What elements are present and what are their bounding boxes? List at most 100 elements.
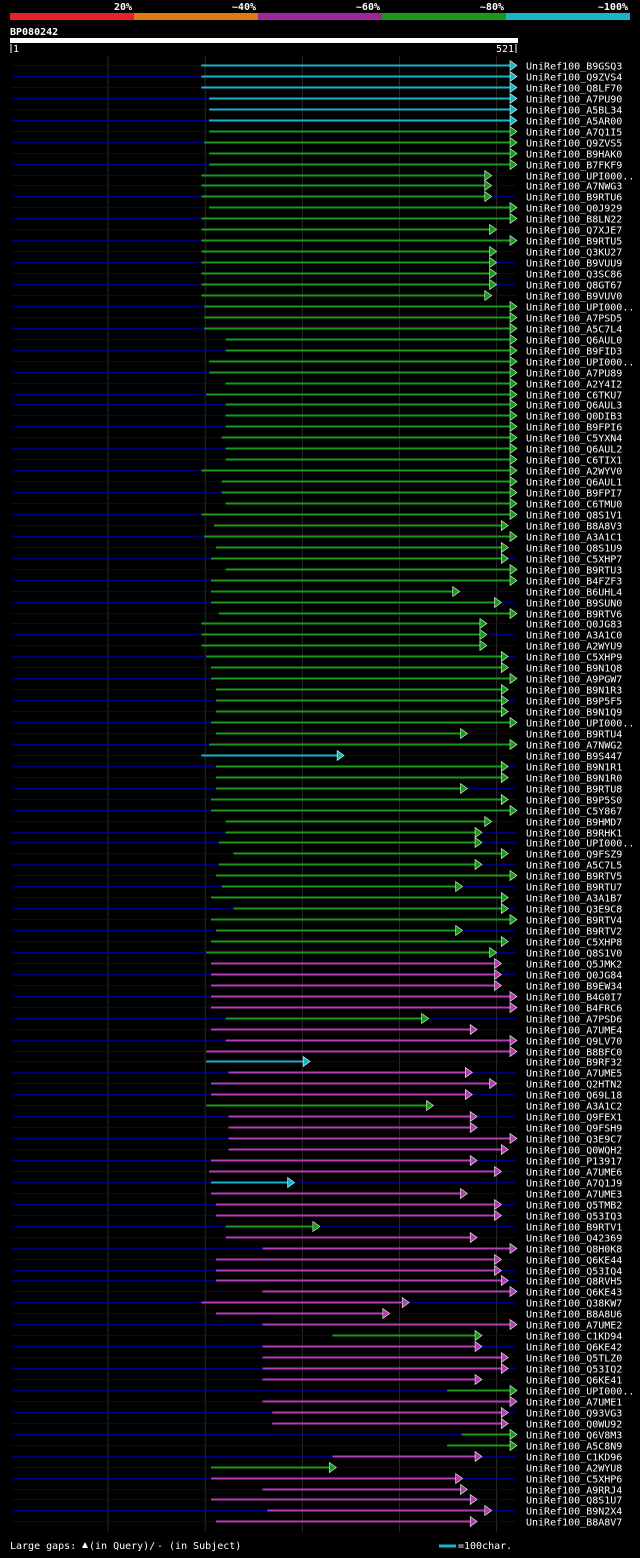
hit-row[interactable]: UniRef100_B9P5F5	[11, 694, 622, 708]
hit-name[interactable]: UniRef100_A7UME3	[526, 1190, 622, 1201]
hit-row[interactable]: UniRef100_B9N1Q8	[11, 661, 622, 675]
hit-name[interactable]: UniRef100_Q8S1U9	[526, 544, 622, 555]
hit-row[interactable]: UniRef100_A7PSD6	[11, 1012, 622, 1026]
hit-row[interactable]: UniRef100_Q3SC86	[11, 267, 622, 281]
hit-row[interactable]: UniRef100_C5XHP8	[11, 935, 622, 949]
hit-row[interactable]: UniRef100_UPI000..	[11, 716, 634, 730]
hit-row[interactable]: UniRef100_Q8LF70	[11, 81, 622, 95]
hit-name[interactable]: UniRef100_Q8H0K8	[526, 1245, 622, 1256]
hit-name[interactable]: UniRef100_UPI000..	[526, 172, 634, 183]
hit-name[interactable]: UniRef100_A2WYV0	[526, 467, 622, 478]
hit-row[interactable]: UniRef100_A5BL34	[11, 103, 622, 117]
hit-name[interactable]: UniRef100_Q9ZVS5	[526, 139, 622, 150]
hit-row[interactable]: UniRef100_C5XHP9	[11, 650, 622, 664]
hit-row[interactable]: UniRef100_UPI000..	[11, 169, 634, 183]
hit-name[interactable]: UniRef100_B8A8V7	[526, 1518, 622, 1529]
hit-row[interactable]: UniRef100_Q93VG3	[11, 1406, 622, 1420]
hit-name[interactable]: UniRef100_B9HAK0	[526, 150, 622, 161]
hit-row[interactable]: UniRef100_B9HAK0	[11, 147, 622, 161]
hit-name[interactable]: UniRef100_B9RTU6	[526, 193, 622, 204]
hit-row[interactable]: UniRef100_B9VUU9	[11, 256, 622, 270]
hit-name[interactable]: UniRef100_Q6AUL2	[526, 445, 622, 456]
hit-name[interactable]: UniRef100_B9FID3	[526, 347, 622, 358]
hit-row[interactable]: UniRef100_B4FZF3	[11, 574, 622, 588]
hit-row[interactable]: UniRef100_Q9LV70	[11, 1034, 622, 1048]
hit-row[interactable]: UniRef100_Q0JG84	[11, 968, 622, 982]
hit-row[interactable]: UniRef100_B9GSQ3	[11, 59, 622, 73]
hit-name[interactable]: UniRef100_A7PU90	[526, 95, 622, 106]
hit-row[interactable]: UniRef100_Q8S1V1	[11, 508, 622, 522]
hit-row[interactable]: UniRef100_B4FRC6	[11, 1001, 622, 1015]
hit-row[interactable]: UniRef100_C6TIX1	[11, 453, 622, 467]
hit-name[interactable]: UniRef100_Q38KW7	[526, 1299, 622, 1310]
hit-name[interactable]: UniRef100_Q8S1V1	[526, 511, 622, 522]
hit-row[interactable]: UniRef100_A7UME4	[11, 1023, 622, 1037]
hit-name[interactable]: UniRef100_B9N1Q8	[526, 664, 622, 675]
hit-row[interactable]: UniRef100_Q6KE41	[11, 1373, 622, 1387]
hit-name[interactable]: UniRef100_Q9ZVS4	[526, 73, 622, 84]
hit-row[interactable]: UniRef100_A7UME3	[11, 1187, 622, 1201]
hit-row[interactable]: UniRef100_A2WYV0	[11, 464, 622, 478]
hit-row[interactable]: UniRef100_B9FPI6	[11, 420, 622, 434]
hit-row[interactable]: UniRef100_Q53IQ3	[11, 1209, 622, 1223]
hit-row[interactable]: UniRef100_A5AR00	[11, 114, 622, 128]
hit-row[interactable]: UniRef100_B9VUV0	[11, 289, 622, 303]
hit-name[interactable]: UniRef100_C5YXN4	[526, 434, 622, 445]
hit-row[interactable]: UniRef100_B9RHK1	[11, 826, 622, 840]
hit-row[interactable]: UniRef100_B7FKF9	[11, 158, 622, 172]
hit-row[interactable]: UniRef100_A7NWG2	[11, 738, 622, 752]
hit-name[interactable]: UniRef100_A7NWG3	[526, 182, 622, 193]
hit-row[interactable]: UniRef100_A7Q1J9	[11, 1176, 622, 1190]
hit-row[interactable]: UniRef100_Q6KE42	[11, 1340, 622, 1354]
hit-name[interactable]: UniRef100_B9RTV4	[526, 916, 622, 927]
hit-name[interactable]: UniRef100_Q5TMB2	[526, 1201, 622, 1212]
hit-row[interactable]: UniRef100_A7NWG3	[11, 179, 622, 193]
hit-row[interactable]: UniRef100_P13917	[11, 1154, 622, 1168]
hit-name[interactable]: UniRef100_Q8GT67	[526, 281, 622, 292]
hit-name[interactable]: UniRef100_B4FRC6	[526, 1004, 622, 1015]
hit-name[interactable]: UniRef100_B9HMD7	[526, 818, 622, 829]
hit-name[interactable]: UniRef100_A5C7L4	[526, 325, 622, 336]
hit-name[interactable]: UniRef100_Q0J929	[526, 204, 622, 215]
hit-name[interactable]: UniRef100_B9GSQ3	[526, 62, 622, 73]
hit-row[interactable]: UniRef100_C5XHP7	[11, 552, 622, 566]
hit-name[interactable]: UniRef100_Q6KE41	[526, 1376, 622, 1387]
hit-name[interactable]: UniRef100_B9RTV5	[526, 872, 622, 883]
hit-row[interactable]: UniRef100_Q0DIB3	[11, 409, 622, 423]
hit-row[interactable]: UniRef100_UPI000..	[11, 836, 634, 850]
hit-name[interactable]: UniRef100_B9RTU3	[526, 566, 622, 577]
hit-name[interactable]: UniRef100_C6TKU7	[526, 391, 622, 402]
hit-name[interactable]: UniRef100_Q7XJE7	[526, 226, 622, 237]
hit-name[interactable]: UniRef100_B9N1R0	[526, 774, 622, 785]
hit-row[interactable]: UniRef100_B9N2X4	[11, 1504, 622, 1518]
hit-name[interactable]: UniRef100_A7PSD5	[526, 314, 622, 325]
hit-name[interactable]: UniRef100_B6UHL4	[526, 588, 622, 599]
hit-row[interactable]: UniRef100_Q38KW7	[11, 1296, 622, 1310]
hit-name[interactable]: UniRef100_A7UME2	[526, 1321, 622, 1332]
hit-name[interactable]: UniRef100_Q6KE44	[526, 1256, 622, 1267]
hit-row[interactable]: UniRef100_Q6V8M3	[11, 1428, 622, 1442]
hit-row[interactable]: UniRef100_B8A8U6	[11, 1307, 622, 1321]
hit-row[interactable]: UniRef100_Q6KE44	[11, 1253, 622, 1267]
hit-row[interactable]: UniRef100_Q7XJE7	[11, 223, 622, 237]
hit-name[interactable]: UniRef100_A7UME4	[526, 1026, 622, 1037]
hit-name[interactable]: UniRef100_Q9LV70	[526, 1037, 622, 1048]
hit-name[interactable]: UniRef100_C1KD94	[526, 1332, 622, 1343]
hit-row[interactable]: UniRef100_Q9ZVS4	[11, 70, 622, 84]
hit-name[interactable]: UniRef100_Q0JG83	[526, 620, 622, 631]
hit-name[interactable]: UniRef100_Q6KE43	[526, 1288, 622, 1299]
hit-name[interactable]: UniRef100_UPI000..	[526, 1387, 634, 1398]
hit-row[interactable]: UniRef100_B9N1R3	[11, 683, 622, 697]
hit-name[interactable]: UniRef100_A7UME5	[526, 1069, 622, 1080]
hit-row[interactable]: UniRef100_A7UME5	[11, 1066, 622, 1080]
hit-row[interactable]: UniRef100_Q3KU27	[11, 245, 622, 259]
hit-name[interactable]: UniRef100_A9RRJ4	[526, 1486, 622, 1497]
hit-row[interactable]: UniRef100_Q0JG83	[11, 617, 622, 631]
hit-row[interactable]: UniRef100_UPI000..	[11, 355, 634, 369]
hit-name[interactable]: UniRef100_A7NWG2	[526, 741, 622, 752]
hit-name[interactable]: UniRef100_Q3E9C8	[526, 905, 622, 916]
hit-row[interactable]: UniRef100_Q9FEX1	[11, 1110, 622, 1124]
hit-name[interactable]: UniRef100_Q53IQ4	[526, 1267, 622, 1278]
hit-name[interactable]: UniRef100_B9N1Q9	[526, 708, 622, 719]
hit-row[interactable]: UniRef100_C6TMU0	[11, 497, 622, 511]
